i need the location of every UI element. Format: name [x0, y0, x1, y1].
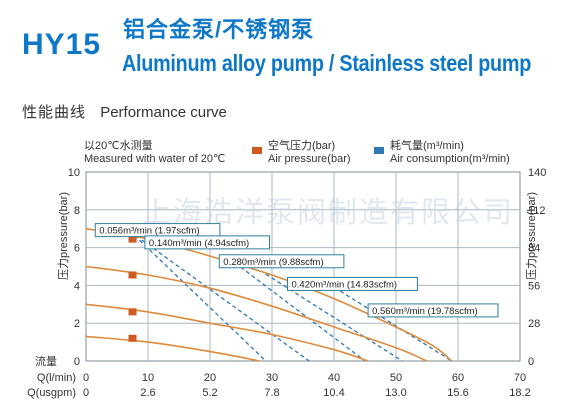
legend-air-consumption-en: Air consumption(m³/min): [390, 153, 510, 165]
y-tick-label-left: 6: [74, 243, 80, 255]
air-consumption-line: [234, 262, 366, 362]
legend-water-note-cn: 以20℃水测量: [84, 139, 153, 152]
legend-air-consumption-cn: 耗气量(m³/min): [390, 138, 464, 152]
legend-air-pressure-en: Air pressure(bar): [268, 153, 351, 165]
air-consumption-label: 0.056m³/min (1.97scfm): [99, 226, 199, 237]
x-axis-label-lpm: Q(l/min): [37, 372, 76, 384]
pressure-marker: [128, 271, 137, 279]
y-tick-label-right: 0: [528, 356, 534, 368]
air-consumption-label: 0.280m³/min (9.88scfm): [223, 257, 323, 268]
air-consumption-label-box: [144, 235, 270, 250]
x-tick-label-lpm: 70: [514, 372, 526, 384]
legend: 以20℃水测量 Measured with water of 20℃ 空气压力(…: [84, 138, 510, 165]
air-consumption-label-box: [287, 276, 418, 291]
y-tick-label-left: 8: [74, 205, 80, 217]
y-tick-label-left: 10: [68, 167, 80, 179]
x-tick-label-usgpm: 10.4: [323, 387, 344, 399]
y-tick-label-left: 4: [74, 280, 80, 292]
x-tick-label-lpm: 30: [266, 372, 278, 384]
pressure-marker: [128, 235, 137, 243]
x-tick-label-lpm: 40: [328, 372, 340, 384]
axes: 压力pressure(bar) 压力pressure(bar) 流量 Q(l/m…: [27, 167, 546, 399]
y-tick-label-right: 112: [528, 205, 546, 217]
legend-water-note-en: Measured with water of 20℃: [84, 153, 225, 165]
x-tick-label-usgpm: 5.2: [202, 387, 217, 399]
x-tick-label-usgpm: 13.0: [385, 387, 406, 399]
title-english: Aluminum alloy pump / Stainless steel pu…: [122, 50, 532, 76]
section-title-en: Performance curve: [100, 104, 227, 121]
air-consumption-label: 0.560m³/min (19.78scfm): [372, 306, 478, 317]
air-consumption-labels: 0.056m³/min (1.97scfm)0.140m³/min (4.94s…: [94, 223, 499, 318]
pressure-marker: [128, 334, 137, 342]
y-tick-label-right: 28: [528, 318, 540, 330]
pressure-markers: [128, 235, 137, 342]
legend-air-pressure-swatch: [252, 147, 262, 154]
x-tick-label-lpm: 50: [390, 372, 402, 384]
x-tick-label-lpm: 10: [142, 372, 154, 384]
air-consumption-line: [128, 230, 267, 362]
pressure-curve: [85, 265, 428, 362]
y-tick-label-right: 84: [528, 243, 540, 255]
y-tick-label-right: 140: [528, 167, 546, 179]
y-tick-label-left: 2: [74, 318, 80, 330]
x-tick-label-usgpm: 18.2: [509, 387, 530, 399]
x-tick-label-usgpm: 2.6: [140, 387, 155, 399]
legend-air-consumption-swatch: [374, 147, 384, 154]
section-title-cn: 性能曲线: [22, 104, 87, 121]
y-tick-label-left: 0: [74, 356, 80, 368]
y-axis-left-label: 压力pressure(bar): [57, 192, 70, 280]
model-title: HY15: [22, 28, 102, 61]
x-tick-label-usgpm: 7.8: [264, 387, 279, 399]
x-tick-label-lpm: 60: [452, 372, 464, 384]
section-title: 性能曲线 Performance curve: [22, 101, 227, 122]
air-consumption-label: 0.420m³/min (14.83scfm): [292, 279, 398, 290]
air-consumption-lines: [128, 230, 453, 362]
pressure-curve: [85, 335, 260, 362]
x-tick-label-usgpm: 0: [83, 387, 89, 399]
x-tick-label-lpm: 20: [204, 372, 216, 384]
air-consumption-label-box: [367, 303, 499, 318]
y-tick-label-right: 56: [528, 280, 540, 292]
title-chinese: 铝合金泵/不锈钢泵: [123, 17, 315, 42]
pressure-curve: [85, 303, 369, 362]
legend-air-pressure-cn: 空气压力(bar): [268, 138, 335, 152]
air-consumption-line: [265, 273, 403, 362]
x-tick-label-lpm: 0: [83, 372, 89, 384]
air-consumption-line: [339, 290, 453, 362]
air-consumption-label: 0.140m³/min (4.94scfm): [149, 238, 249, 249]
pressure-marker: [128, 308, 137, 316]
y-axis-zero-label: 流量: [35, 354, 57, 368]
x-tick-label-usgpm: 15.6: [447, 387, 468, 399]
y-axis-right-label: 压力pressure(bar): [525, 192, 538, 280]
x-axis-label-usgpm: Q(usgpm): [27, 387, 76, 399]
air-consumption-label-box: [218, 254, 345, 269]
